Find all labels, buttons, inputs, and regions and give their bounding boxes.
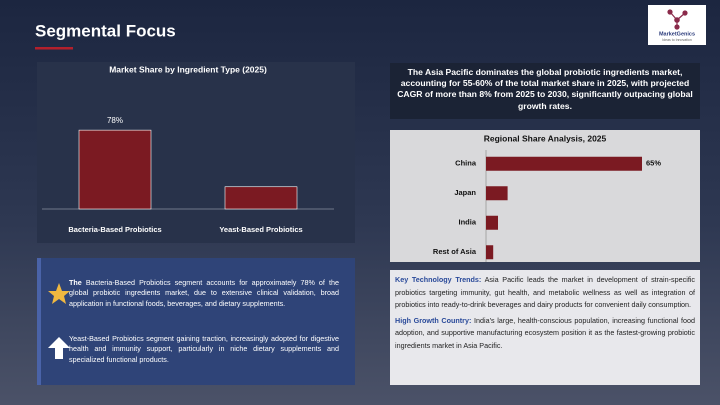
note-text: Asia Pacific leads the market in develop… — [395, 275, 696, 310]
note-text: Yeast-Based Probiotics segment gaining t… — [69, 334, 339, 364]
bar — [486, 186, 508, 201]
chart-title: Market Share by Ingredient Type (2025) — [109, 64, 267, 74]
bar — [486, 156, 642, 171]
logo-tagline: Ideas to Innovation — [662, 38, 692, 42]
arrow-icon — [48, 337, 70, 359]
highlight-box: The Asia Pacific dominates the global pr… — [390, 63, 700, 119]
note-text: Bacteria-Based Probiotics segment accoun… — [69, 278, 339, 308]
slide-title: Segmental Focus — [35, 21, 176, 40]
regional-note: High Growth Country: India's large, heal… — [395, 315, 695, 353]
x-tick-label: Bacteria-Based Probiotics — [68, 225, 161, 234]
bar — [78, 129, 152, 210]
y-tick-label: Rest of Asia — [433, 247, 477, 256]
segment-note: Yeast-Based Probiotics segment gaining t… — [69, 334, 339, 365]
bar — [224, 186, 298, 210]
lead: The — [69, 278, 82, 287]
segment-note: The Bacteria-Based Probiotics segment ac… — [69, 278, 339, 309]
right-chart-panel — [390, 130, 700, 262]
note-label: Key Technology Trends: — [395, 275, 482, 284]
segment-notes-box: The Bacteria-Based Probiotics segment ac… — [37, 258, 355, 385]
value-label: 65% — [646, 159, 661, 168]
bar — [486, 215, 498, 230]
title-underline — [35, 47, 73, 50]
logo-icon — [667, 9, 688, 30]
star-icon — [48, 283, 70, 304]
highlight-text: The Asia Pacific dominates the global pr… — [397, 67, 693, 111]
chart-title: Regional Share Analysis, 2025 — [484, 133, 607, 143]
regional-notes-box: Key Technology Trends: Asia Pacific lead… — [390, 270, 700, 385]
y-tick-label: India — [458, 218, 476, 227]
logo-text: MarketGenics — [659, 31, 695, 37]
value-label: 78% — [107, 116, 123, 125]
y-tick-label: Japan — [454, 188, 476, 197]
y-tick-label: China — [455, 159, 477, 168]
regional-note: Key Technology Trends: Asia Pacific lead… — [395, 274, 695, 312]
note-text: India's large, health-conscious populati… — [395, 315, 696, 350]
x-tick-label: Yeast-Based Probiotics — [219, 225, 302, 234]
note-label: High Growth Country: — [395, 315, 472, 325]
bar — [486, 245, 494, 260]
